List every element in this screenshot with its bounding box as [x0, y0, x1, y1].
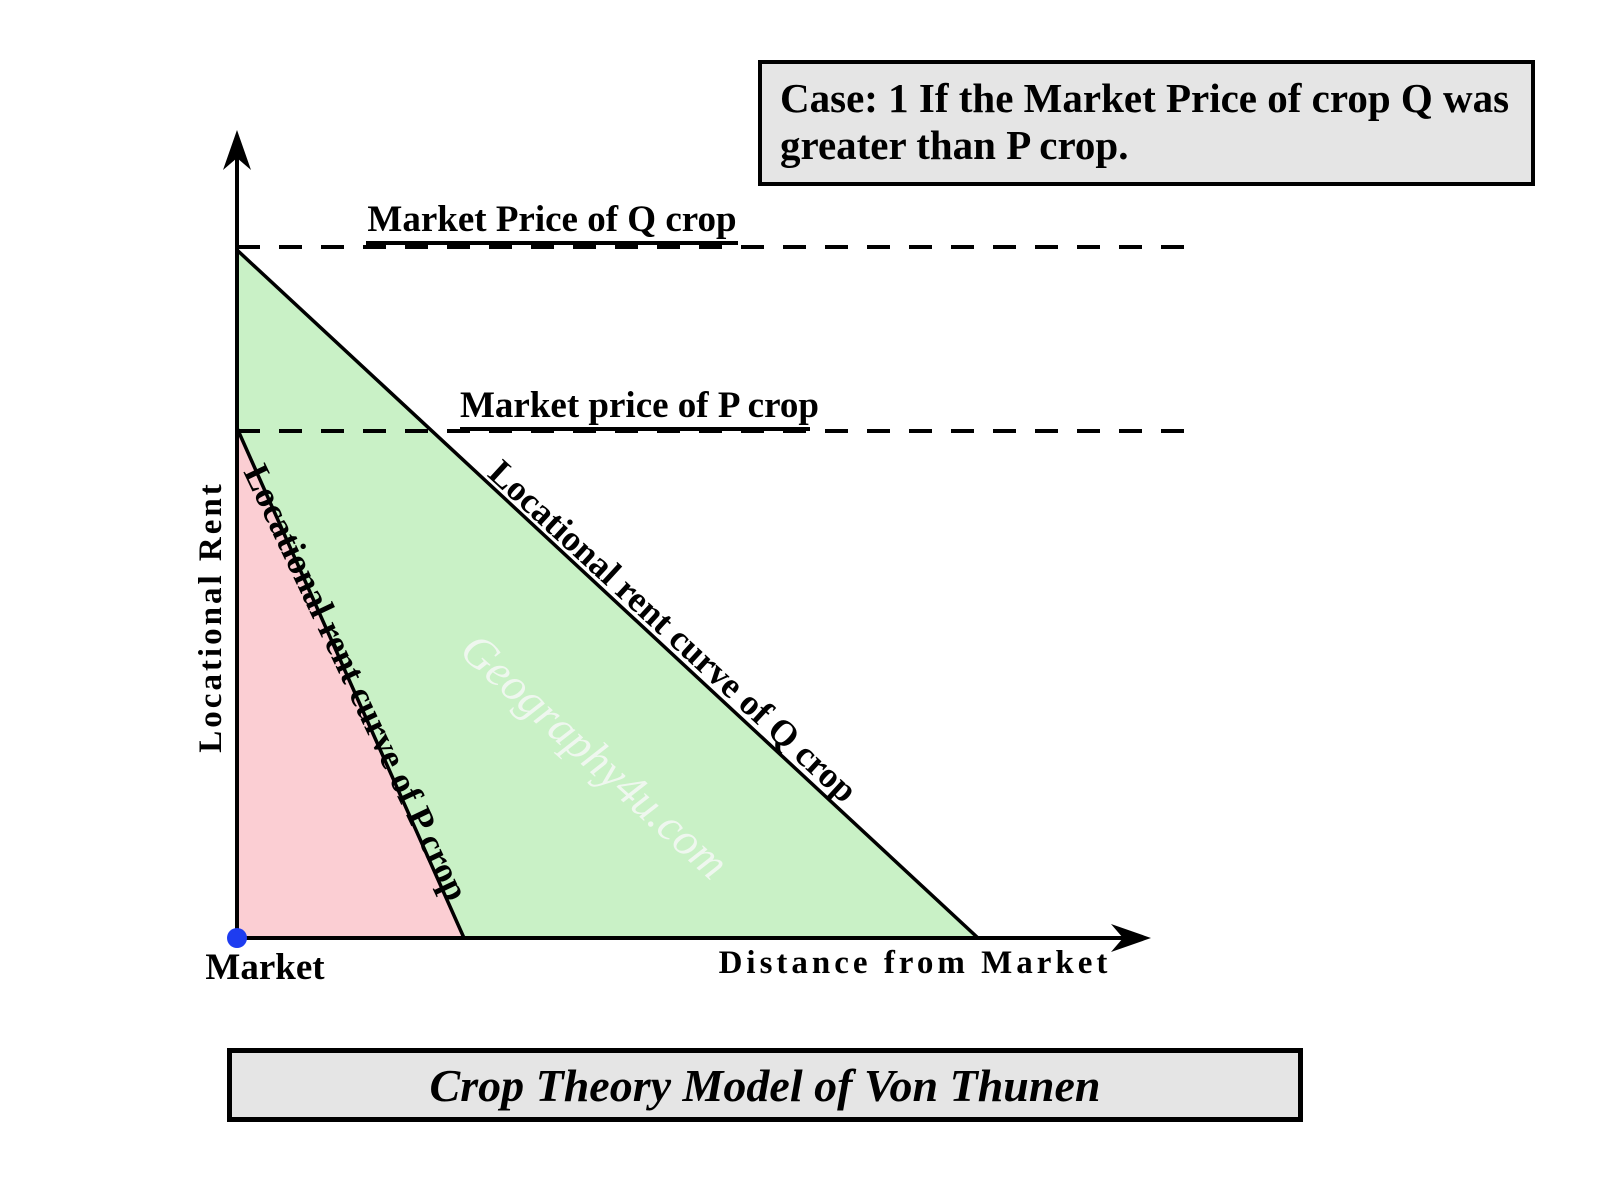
y-axis-arrow-icon [223, 130, 251, 170]
origin-market-label: Market [205, 947, 325, 988]
market-dot-icon [227, 928, 247, 948]
diagram-title-box: Crop Theory Model of Von Thunen [227, 1048, 1303, 1122]
diagram-title: Crop Theory Model of Von Thunen [429, 1059, 1101, 1111]
q-price-label: Market Price of Q crop [366, 201, 738, 245]
case-description-box: Case: 1 If the Market Price of crop Q wa… [758, 60, 1535, 186]
case-line-2: greater than P crop. [780, 122, 1129, 168]
case-line-1: Case: 1 If the Market Price of crop Q wa… [780, 75, 1510, 121]
x-axis-label: Distance from Market [718, 945, 1112, 981]
y-axis-label: Locational Rent [193, 481, 229, 753]
x-axis-arrow-icon [1111, 924, 1151, 952]
p-price-label: Market price of P crop [460, 387, 819, 431]
